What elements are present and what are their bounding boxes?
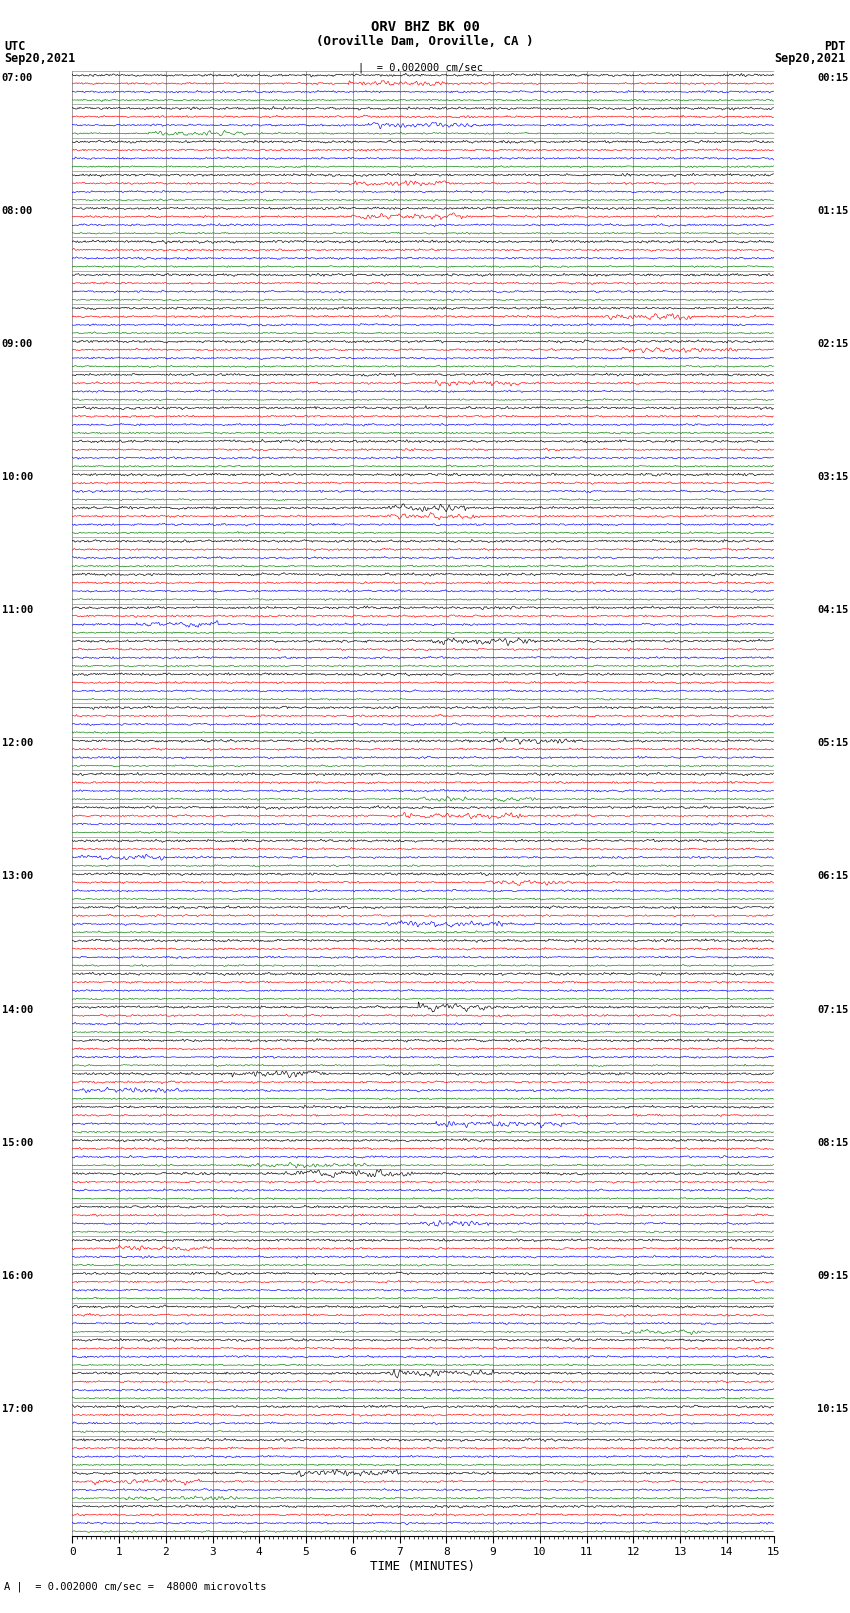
Text: 07:00: 07:00 (2, 73, 33, 82)
Text: PDT: PDT (824, 40, 846, 53)
Text: 09:15: 09:15 (817, 1271, 848, 1281)
Text: |  = 0.002000 cm/sec: | = 0.002000 cm/sec (358, 63, 484, 73)
Text: UTC: UTC (4, 40, 26, 53)
Text: 05:15: 05:15 (817, 739, 848, 748)
Text: 08:15: 08:15 (817, 1137, 848, 1148)
Text: 13:00: 13:00 (2, 871, 33, 881)
Text: 07:15: 07:15 (817, 1005, 848, 1015)
Text: 17:00: 17:00 (2, 1403, 33, 1415)
Text: A |  = 0.002000 cm/sec =  48000 microvolts: A | = 0.002000 cm/sec = 48000 microvolts (4, 1581, 267, 1592)
Text: 10:15: 10:15 (817, 1403, 848, 1415)
Text: 00:15: 00:15 (817, 73, 848, 82)
Text: 06:15: 06:15 (817, 871, 848, 881)
Text: 10:00: 10:00 (2, 473, 33, 482)
Text: 04:15: 04:15 (817, 605, 848, 615)
X-axis label: TIME (MINUTES): TIME (MINUTES) (371, 1560, 475, 1573)
Text: 08:00: 08:00 (2, 206, 33, 216)
Text: 16:00: 16:00 (2, 1271, 33, 1281)
Text: (Oroville Dam, Oroville, CA ): (Oroville Dam, Oroville, CA ) (316, 35, 534, 48)
Text: 11:00: 11:00 (2, 605, 33, 615)
Text: 12:00: 12:00 (2, 739, 33, 748)
Text: 14:00: 14:00 (2, 1005, 33, 1015)
Text: Sep20,2021: Sep20,2021 (774, 52, 846, 65)
Text: 02:15: 02:15 (817, 339, 848, 348)
Text: 03:15: 03:15 (817, 473, 848, 482)
Text: 01:15: 01:15 (817, 206, 848, 216)
Text: ORV BHZ BK 00: ORV BHZ BK 00 (371, 19, 479, 34)
Text: 09:00: 09:00 (2, 339, 33, 348)
Text: 15:00: 15:00 (2, 1137, 33, 1148)
Text: Sep20,2021: Sep20,2021 (4, 52, 76, 65)
